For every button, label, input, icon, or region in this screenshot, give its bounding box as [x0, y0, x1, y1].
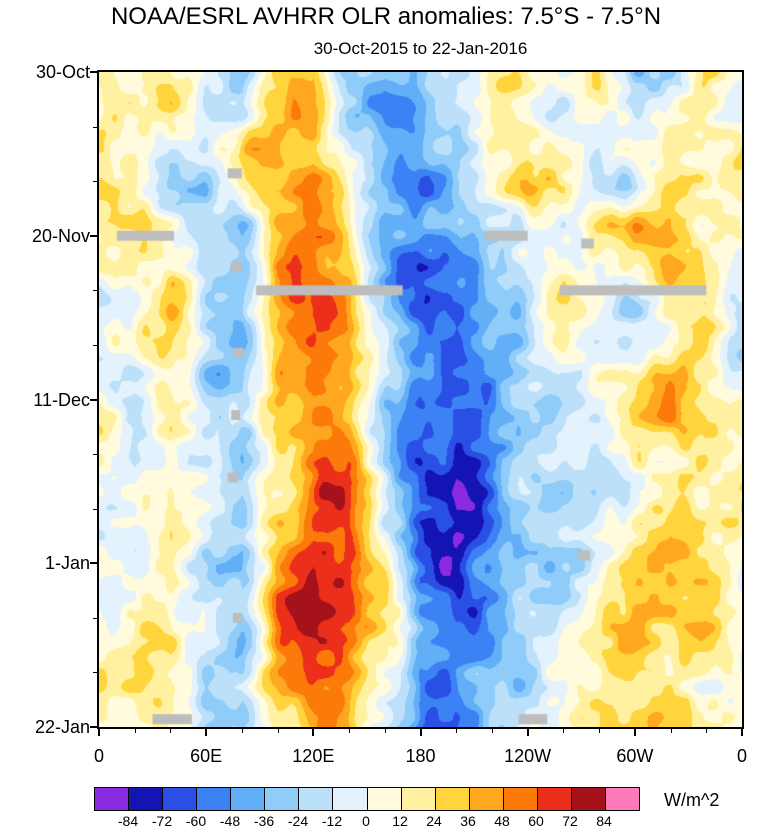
y-axis-minor-tick — [93, 617, 99, 619]
colorbar-cell — [571, 788, 606, 810]
colorbar-units-label: W/m^2 — [664, 790, 720, 810]
colorbar-tick-label: 72 — [562, 813, 578, 829]
x-axis-minor-tick — [170, 727, 172, 733]
colorbar-tick-label: -12 — [321, 813, 343, 829]
y-axis-label: 22-Jan — [34, 717, 90, 737]
y-axis-minor-tick — [93, 508, 99, 510]
y-axis-tick — [90, 234, 99, 237]
y-axis-minor-tick — [93, 290, 99, 292]
figure-subtitle: 30-Oct-2015 to 22-Jan-2016 — [313, 39, 528, 58]
y-axis-minor-tick — [93, 181, 99, 183]
colorbar-tick-label: -60 — [185, 813, 207, 829]
x-axis-minor-tick — [277, 727, 279, 733]
x-axis-tick — [741, 727, 743, 736]
x-axis-tick — [633, 727, 636, 736]
colorbar-tick-label: 60 — [528, 813, 544, 829]
colorbar-cell — [333, 788, 368, 810]
x-axis-minor-tick — [384, 727, 386, 733]
y-axis-label: 20-Nov — [31, 225, 90, 246]
colorbar-tick-label: -84 — [117, 813, 139, 829]
x-axis-label: 60E — [190, 746, 223, 766]
x-axis-label: 0 — [93, 746, 104, 766]
colorbar-tick-label: 84 — [596, 813, 612, 829]
y-axis-tick — [90, 562, 99, 565]
colorbar-tick-label: 12 — [392, 813, 408, 829]
colorbar-cell — [367, 788, 402, 810]
hovmoller-field-canvas — [99, 72, 742, 727]
colorbar-tick-label: -72 — [151, 813, 173, 829]
colorbar-cell — [163, 788, 198, 810]
x-axis-tick — [205, 727, 208, 736]
y-axis-minor-tick — [93, 454, 99, 456]
x-axis-minor-tick — [134, 727, 136, 733]
y-axis-minor-tick — [93, 126, 99, 128]
x-axis-tick — [312, 727, 315, 736]
colorbar-tick-label: -48 — [219, 813, 241, 829]
y-axis-tick — [90, 71, 99, 73]
colorbar-cell — [197, 788, 232, 810]
x-axis-label: 0 — [736, 746, 747, 766]
x-axis-minor-tick — [563, 727, 565, 733]
colorbar-cell — [401, 788, 436, 810]
y-axis-tick — [90, 398, 99, 401]
x-axis-label: 60W — [616, 746, 654, 766]
x-axis-tick — [526, 727, 529, 736]
colorbar-cell — [469, 788, 504, 810]
colorbar-tick-label: 24 — [426, 813, 442, 829]
colorbar-cell — [299, 788, 334, 810]
colorbar-cell — [605, 788, 639, 810]
x-axis-minor-tick — [670, 727, 672, 733]
x-axis-minor-tick — [349, 727, 351, 733]
colorbar-cell — [435, 788, 470, 810]
colorbar-cell — [129, 788, 164, 810]
colorbar-tick-label: 0 — [362, 813, 370, 829]
colorbar-cell — [537, 788, 572, 810]
colorbar-cell — [503, 788, 538, 810]
x-axis-minor-tick — [599, 727, 601, 733]
colorbar-tick-label: 36 — [460, 813, 476, 829]
y-axis-minor-tick — [93, 344, 99, 346]
colorbar-cell — [265, 788, 300, 810]
x-axis-minor-tick — [456, 727, 458, 733]
x-axis-tick — [419, 727, 422, 736]
colorbar — [94, 787, 640, 811]
figure-title: NOAA/ESRL AVHRR OLR anomalies: 7.5°S - 7… — [110, 3, 662, 30]
y-axis-tick — [90, 726, 99, 728]
x-axis-minor-tick — [491, 727, 493, 733]
x-axis-label: 120E — [292, 746, 335, 766]
x-axis-minor-tick — [241, 727, 243, 733]
y-axis-minor-tick — [93, 672, 99, 674]
colorbar-tick-label: 48 — [494, 813, 510, 829]
colorbar-tick-label: -36 — [253, 813, 275, 829]
x-axis-label: 180 — [405, 746, 436, 766]
colorbar-tick-label: -24 — [287, 813, 309, 829]
x-axis-tick — [98, 727, 100, 736]
colorbar-cell — [95, 788, 130, 810]
y-axis-label: 11-Dec — [33, 389, 90, 410]
x-axis-label: 120W — [504, 746, 552, 766]
x-axis-minor-tick — [706, 727, 708, 733]
y-axis-label: 1-Jan — [44, 553, 90, 574]
colorbar-cell — [231, 788, 266, 810]
y-axis-label: 30-Oct — [35, 62, 90, 82]
